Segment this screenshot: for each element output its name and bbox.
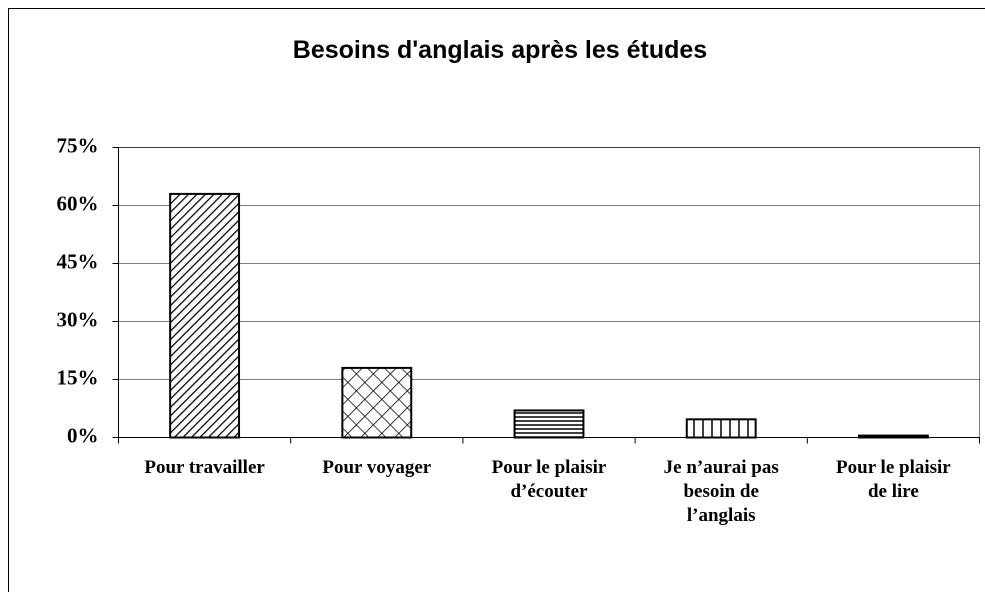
x-tick-label: Je n’aurai pas besoin de l’anglais — [663, 456, 779, 526]
x-tick-label: Pour le plaisir de lire — [836, 456, 951, 502]
y-tick-label: 0% — [67, 423, 99, 447]
x-tick-label: Pour travailler — [144, 456, 265, 478]
bar — [169, 192, 241, 439]
bar — [857, 434, 929, 439]
y-tick-label: 75% — [57, 133, 99, 157]
y-tick-label: 15% — [57, 365, 99, 389]
y-tick-label: 30% — [57, 307, 99, 331]
y-tick-label: 45% — [57, 249, 99, 273]
bar — [513, 409, 585, 439]
x-tick-label: Pour voyager — [322, 456, 432, 478]
chart-border — [8, 8, 985, 592]
y-tick-label: 60% — [57, 191, 99, 215]
bar — [341, 366, 413, 439]
x-tick-label: Pour le plaisir d’écouter — [491, 456, 607, 502]
plot-border — [118, 147, 980, 438]
bar — [685, 418, 757, 439]
chart-title: Besoins d'anglais après les études — [293, 36, 707, 64]
